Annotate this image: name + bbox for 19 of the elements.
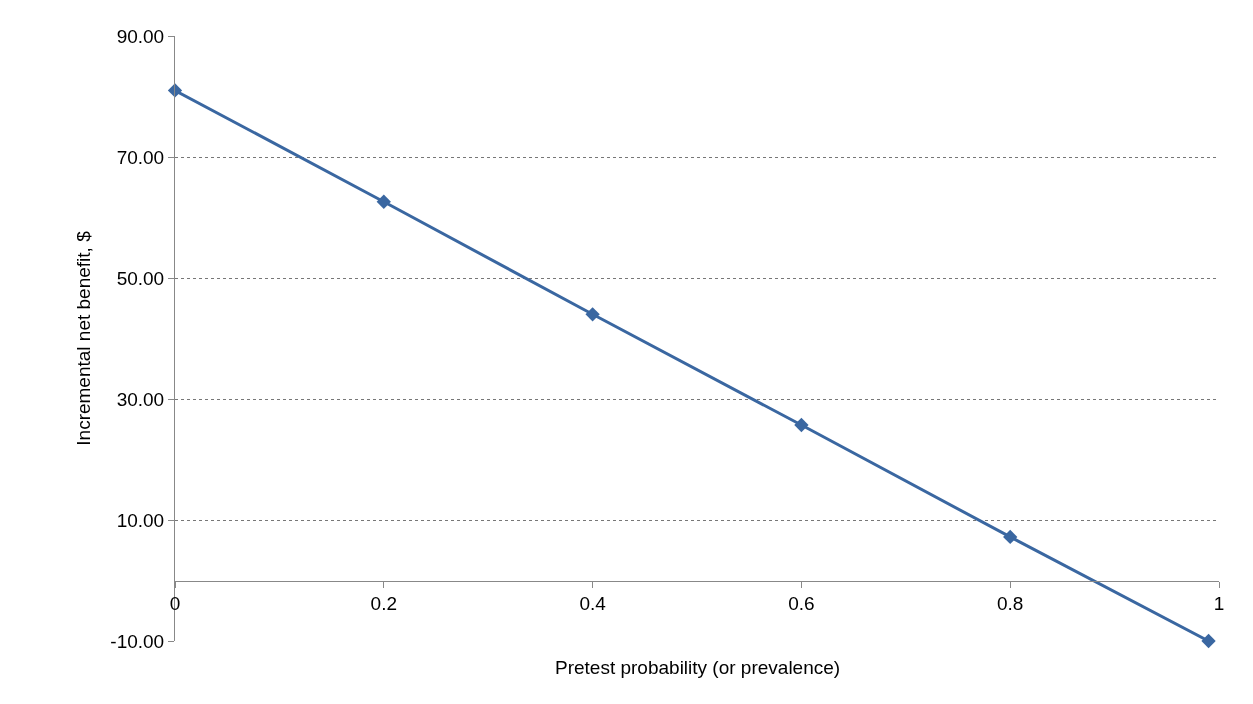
y-tick-label: 90.00 [116, 25, 165, 47]
x-tick-label: 0.2 [370, 593, 398, 615]
y-tick-label: 10.00 [116, 509, 165, 531]
y-tick-label: 50.00 [116, 267, 165, 289]
y-axis-title: Incremental net benefit, $ [73, 230, 95, 446]
point [794, 417, 809, 433]
y-tick-label: 30.00 [116, 388, 165, 410]
x-tick-label: 1 [1213, 593, 1225, 615]
point [585, 307, 600, 322]
x-tick-label: 0.4 [579, 593, 607, 615]
x-tick-label: 0.8 [996, 593, 1024, 615]
point [1003, 529, 1018, 545]
y-tick-label: 70.00 [116, 146, 165, 168]
point [376, 194, 391, 209]
y-tick-label: -10.00 [110, 630, 165, 652]
x-tick-label: 0.6 [788, 593, 815, 615]
x-tick-label: 0 [169, 593, 181, 615]
point [1201, 633, 1216, 649]
x-axis-title: Pretest probability (or prevalence) [555, 657, 841, 678]
